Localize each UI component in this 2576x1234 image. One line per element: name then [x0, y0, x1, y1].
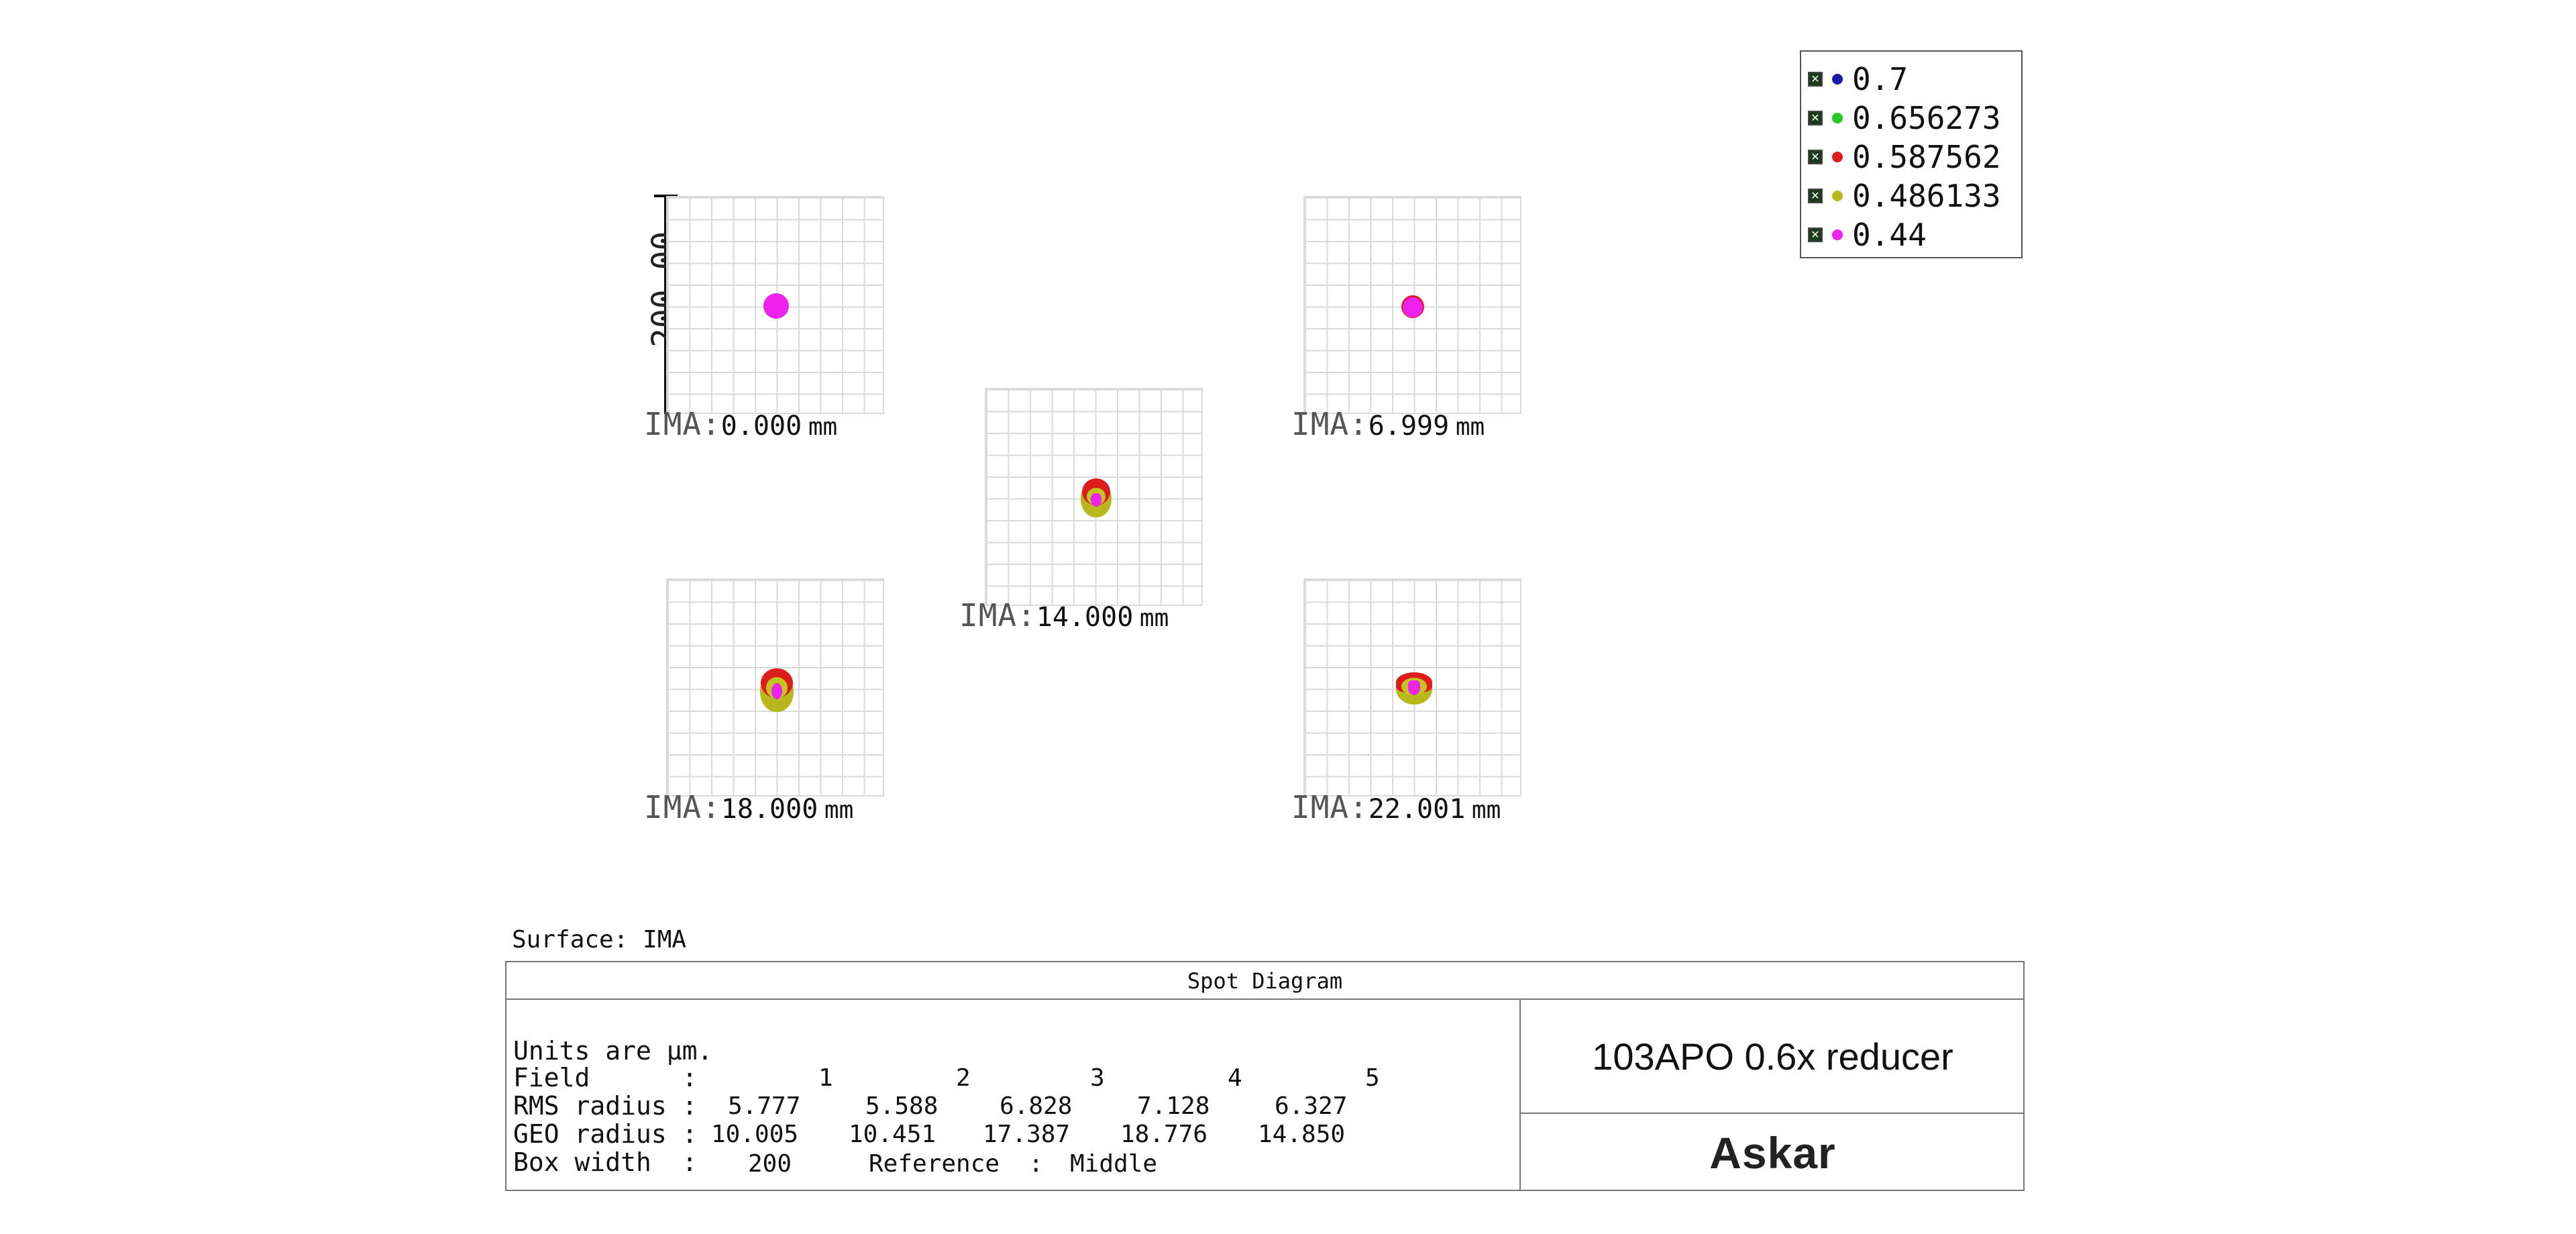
- brand-logo: Askar: [1709, 1127, 1836, 1178]
- geo-value: 10.451: [849, 1121, 936, 1148]
- panel-title: Spot Diagram: [506, 962, 2023, 1000]
- spot-field-4-magenta: [771, 683, 782, 699]
- legend-item-3[interactable]: ✕ 0.587562: [1808, 138, 2001, 176]
- spot-box-field-3: [985, 388, 1203, 606]
- field-number: 1: [818, 1064, 833, 1092]
- field-number: 5: [1365, 1064, 1380, 1092]
- rms-value: 6.327: [1275, 1092, 1348, 1120]
- field-label-4: IMA:18.000 mm: [644, 789, 854, 825]
- field-label-1: IMA:0.000 mm: [644, 406, 838, 442]
- rms-value: 6.828: [1000, 1092, 1073, 1120]
- spot-box-field-1: [666, 196, 884, 414]
- legend-item-4[interactable]: ✕ 0.486133: [1808, 176, 2001, 215]
- legend-item-2[interactable]: ✕ 0.656273: [1808, 99, 2001, 138]
- reference-value: Middle: [1070, 1150, 1158, 1178]
- field-number: 3: [1090, 1064, 1105, 1092]
- geo-value: 17.387: [983, 1121, 1071, 1148]
- checkbox-icon[interactable]: ✕: [1808, 72, 1823, 87]
- scale-bar: [664, 196, 667, 414]
- geo-value: 18.776: [1120, 1121, 1208, 1148]
- spot-field-3-magenta: [1091, 493, 1102, 507]
- field-label-5: IMA:22.001 mm: [1291, 789, 1501, 825]
- field-number: 2: [956, 1064, 971, 1092]
- rms-value: 5.588: [865, 1092, 938, 1120]
- checkbox-icon[interactable]: ✕: [1808, 227, 1823, 242]
- rms-value: 5.777: [728, 1092, 801, 1120]
- legend-item-5[interactable]: ✕ 0.44: [1808, 215, 1927, 254]
- spot-box-field-2: [1303, 196, 1521, 414]
- wavelength-legend: ✕ 0.7 ✕ 0.656273 ✕ 0.587562 ✕ 0.486133 ✕…: [1800, 50, 2023, 258]
- legend-dot-icon: [1832, 74, 1843, 85]
- units-line: Units are µm.: [513, 1036, 713, 1066]
- field-row-label: Field :: [513, 1063, 698, 1092]
- spot-box-field-5: [1303, 578, 1521, 796]
- field-number: 4: [1228, 1064, 1242, 1092]
- panel-divider-horizontal: [1521, 1113, 2025, 1114]
- legend-dot-icon: [1832, 229, 1843, 240]
- legend-dot-icon: [1832, 113, 1843, 123]
- spot-field-5-magenta: [1408, 680, 1420, 695]
- box-width-value: 200: [748, 1150, 792, 1178]
- info-panel: Spot Diagram Units are µm. Field : 1 2 3…: [505, 961, 2025, 1191]
- legend-item-1[interactable]: ✕ 0.7: [1808, 60, 1908, 99]
- spot-field-2-magenta: [1403, 297, 1423, 317]
- rms-value: 7.128: [1137, 1092, 1210, 1120]
- geo-value: 10.005: [711, 1121, 799, 1148]
- spot-field-1: [763, 293, 789, 319]
- field-label-3: IMA:14.000 mm: [959, 597, 1169, 633]
- geo-row-label: GEO radius :: [513, 1119, 698, 1149]
- reference-label: Reference :: [869, 1150, 1044, 1178]
- surface-label: Surface: IMA: [512, 926, 687, 954]
- rms-row-label: RMS radius :: [513, 1091, 698, 1121]
- legend-dot-icon: [1832, 152, 1843, 162]
- legend-dot-icon: [1832, 191, 1843, 201]
- spot-box-field-4: [666, 578, 884, 796]
- panel-divider-vertical: [1519, 1000, 1521, 1191]
- field-label-2: IMA:6.999 mm: [1291, 406, 1485, 442]
- checkbox-icon[interactable]: ✕: [1808, 111, 1823, 125]
- product-name: 103APO 0.6x reducer: [1592, 1035, 1953, 1078]
- checkbox-icon[interactable]: ✕: [1808, 150, 1823, 164]
- checkbox-icon[interactable]: ✕: [1808, 189, 1823, 203]
- box-width-label: Box width :: [513, 1147, 698, 1177]
- geo-value: 14.850: [1258, 1121, 1346, 1148]
